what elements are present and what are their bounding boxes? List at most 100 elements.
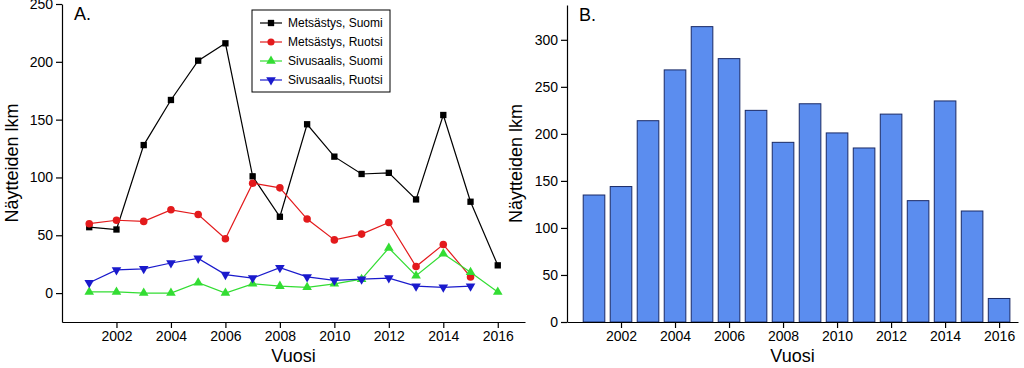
bar <box>934 101 956 322</box>
tick: 2006 <box>210 322 241 344</box>
tick-label: 0 <box>45 285 53 301</box>
tick-label: 2012 <box>374 328 405 344</box>
tick: 2006 <box>714 322 745 344</box>
legend-label: Metsästys, Ruotsi <box>288 35 383 49</box>
marker <box>357 276 367 284</box>
tick: 50 <box>542 267 567 283</box>
bar <box>745 110 767 322</box>
bar <box>718 59 740 322</box>
tick: 2004 <box>660 322 691 344</box>
x-axis: 2002 2004 2006 2008 2010 2012 2014 2016 <box>568 322 1019 344</box>
tick-label: 2014 <box>930 328 961 344</box>
marker <box>413 196 419 202</box>
marker <box>275 265 285 273</box>
bar <box>637 121 659 322</box>
title: A. <box>74 4 91 24</box>
marker <box>275 281 285 289</box>
tick: 2016 <box>984 322 1015 344</box>
tick-label: 2016 <box>483 328 514 344</box>
marker <box>222 40 228 46</box>
tick: 2014 <box>428 322 459 344</box>
marker <box>85 220 93 228</box>
marker <box>112 267 122 275</box>
y-axis-title: Näytteiden lkm <box>2 103 22 222</box>
tick: 2002 <box>101 322 132 344</box>
tick-mark <box>561 228 567 229</box>
tick: 2012 <box>876 322 907 344</box>
marker <box>139 266 149 274</box>
tick-label: 150 <box>535 173 559 189</box>
legend-label: Metsästys, Suomi <box>288 16 383 30</box>
marker <box>493 286 503 294</box>
tick-mark <box>561 40 567 41</box>
tick-mark <box>561 87 567 88</box>
tick-mark <box>561 134 567 135</box>
tick: 2002 <box>606 322 637 344</box>
title: B. <box>579 5 596 25</box>
marker <box>330 278 340 286</box>
tick-label: 250 <box>30 0 54 12</box>
tick: 300 <box>535 32 567 48</box>
chart: 2002 2004 2006 2008 2010 2012 2014 2016 0 50 100 15… <box>506 5 1019 366</box>
marker <box>276 184 284 192</box>
marker <box>141 142 147 148</box>
figure: 2002 2004 2006 2008 2010 2012 2014 2016 0 50 100 15… <box>0 0 1024 368</box>
tick: 2016 <box>483 322 514 344</box>
bar <box>961 211 983 322</box>
marker <box>193 256 203 264</box>
legend-label: Sivusaalis, Ruotsi <box>288 73 383 87</box>
marker <box>438 248 448 256</box>
series-line <box>89 258 470 287</box>
series-line <box>89 183 470 277</box>
tick: 2010 <box>822 322 853 344</box>
marker <box>331 236 339 244</box>
axis-line <box>63 322 526 323</box>
tick-label: 250 <box>535 79 559 95</box>
tick-label: 2008 <box>768 328 799 344</box>
tick-mark <box>56 293 62 294</box>
tick-label: 100 <box>535 220 559 236</box>
tick-mark <box>56 235 62 236</box>
marker <box>385 219 393 227</box>
y-axis-title: Näytteiden lkm <box>506 104 526 223</box>
x-axis-title: Vuosi <box>770 346 814 366</box>
marker <box>358 230 366 238</box>
marker <box>221 272 231 280</box>
tick-label: 300 <box>535 32 559 48</box>
bar <box>853 148 875 322</box>
marker <box>84 280 94 288</box>
tick: 150 <box>30 112 62 128</box>
tick-label: 2016 <box>984 328 1015 344</box>
legend-marker <box>267 38 274 45</box>
tick-mark <box>56 120 62 121</box>
tick-mark <box>561 275 567 276</box>
marker <box>384 275 394 283</box>
tick-label: 0 <box>550 314 558 330</box>
marker <box>166 288 176 296</box>
tick: 2008 <box>265 322 296 344</box>
legend-marker <box>266 55 276 63</box>
marker <box>495 262 501 268</box>
bar <box>988 298 1010 322</box>
marker <box>195 57 201 63</box>
marker <box>194 211 202 219</box>
chart: 2002200420062008201020122014201605010015… <box>2 0 526 366</box>
bar <box>880 114 902 322</box>
marker <box>113 226 119 232</box>
axis-line <box>62 5 63 323</box>
series-line <box>89 43 498 265</box>
tick-label: 2010 <box>822 328 853 344</box>
marker <box>304 121 310 127</box>
tick: 2008 <box>768 322 799 344</box>
tick: 150 <box>535 173 567 189</box>
tick-mark <box>56 4 62 5</box>
tick-label: 2012 <box>876 328 907 344</box>
tick: 100 <box>30 169 62 185</box>
marker <box>139 288 149 296</box>
marker <box>466 267 476 275</box>
tick: 100 <box>535 220 567 236</box>
tick-label: 2002 <box>101 328 132 344</box>
marker <box>384 242 394 250</box>
marker <box>112 286 122 294</box>
axis-line <box>568 322 1019 323</box>
